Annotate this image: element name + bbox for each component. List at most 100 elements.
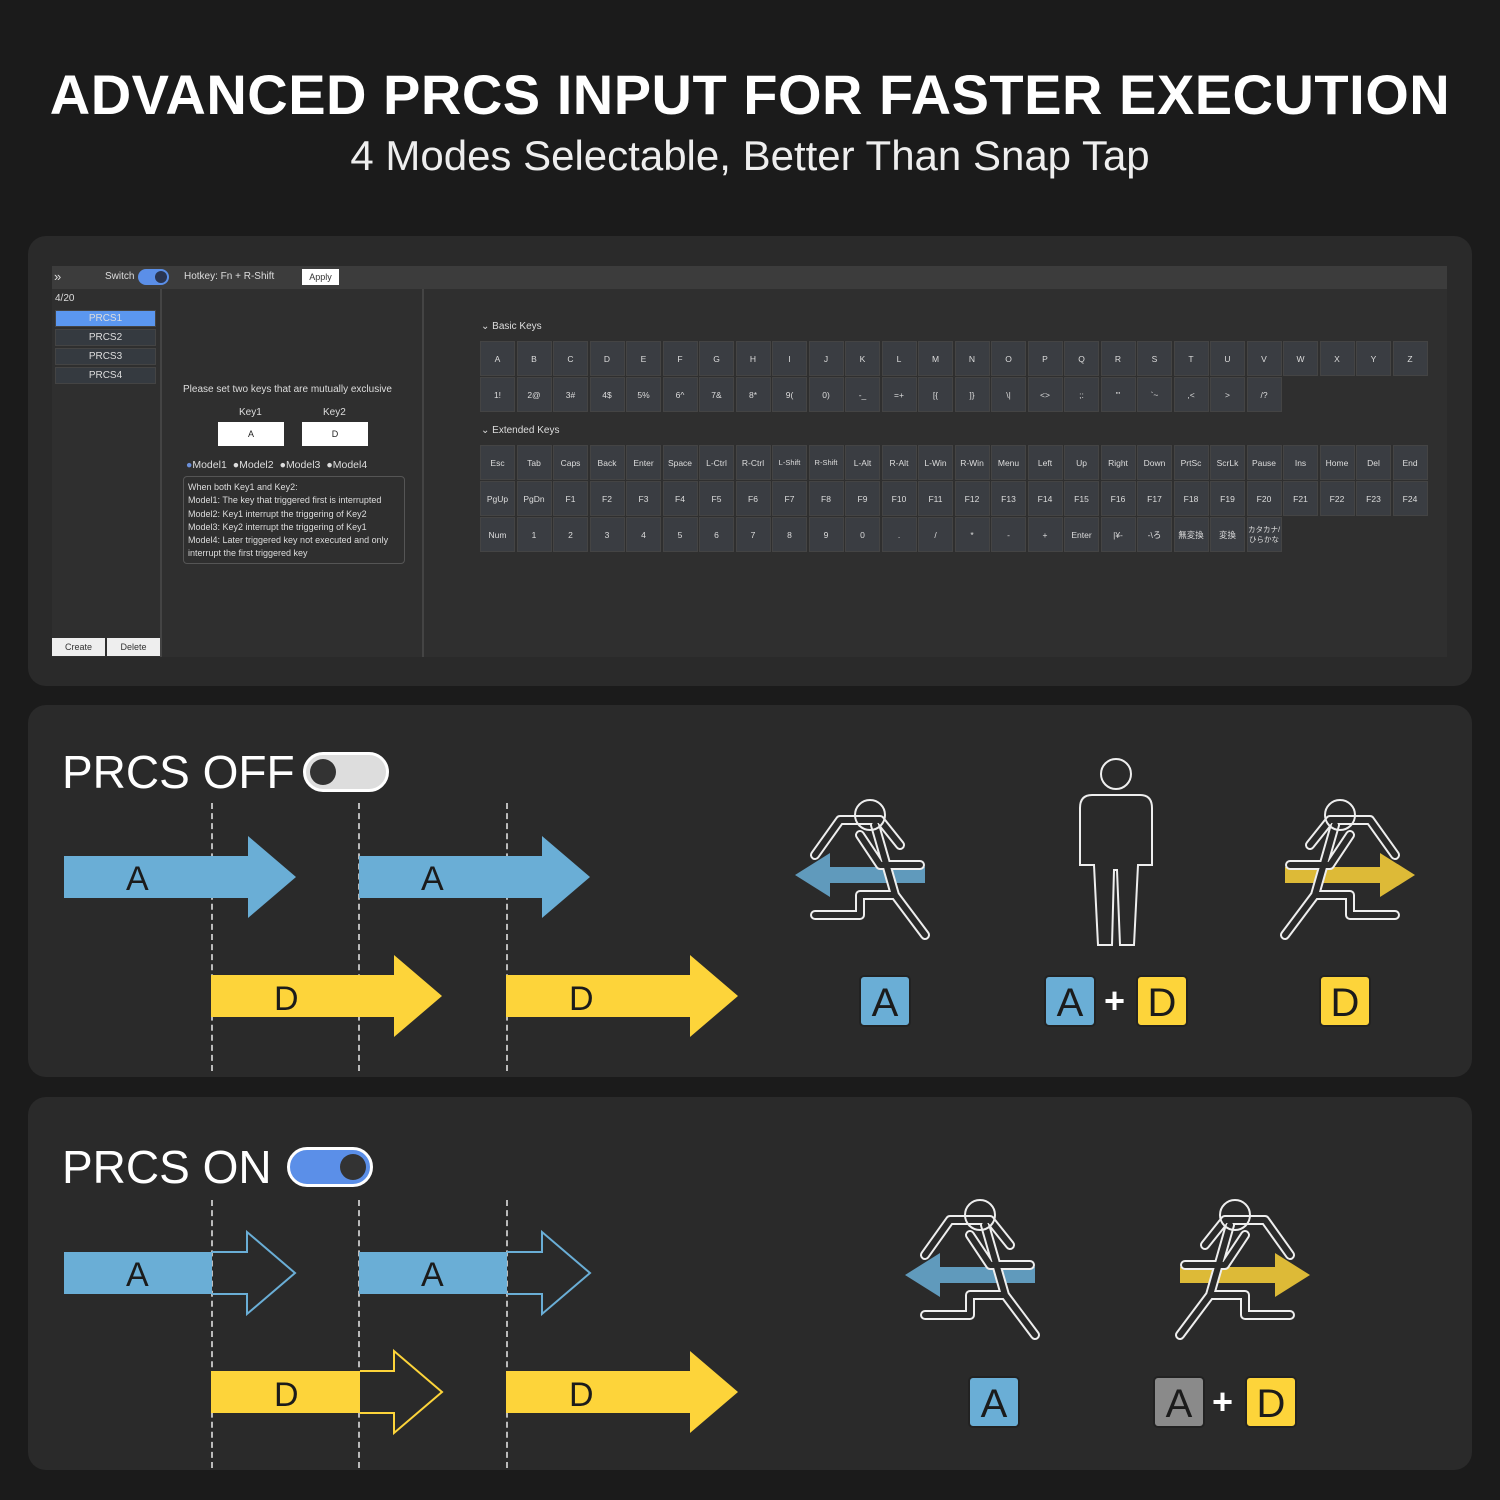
key-1[interactable]: 1 bbox=[516, 517, 552, 552]
key-4[interactable]: 4 bbox=[626, 517, 661, 552]
key-N[interactable]: N bbox=[954, 341, 990, 376]
key-Ins[interactable]: Ins bbox=[1283, 445, 1318, 480]
key-1![interactable]: 1! bbox=[480, 377, 515, 412]
key-F15[interactable]: F15 bbox=[1064, 481, 1099, 516]
key-M[interactable]: M bbox=[918, 341, 953, 376]
radio-model2[interactable]: ●Model2 bbox=[232, 459, 274, 471]
key-3[interactable]: 3 bbox=[589, 517, 625, 552]
key-H[interactable]: H bbox=[735, 341, 771, 376]
key-Tab[interactable]: Tab bbox=[516, 445, 552, 480]
key-F8[interactable]: F8 bbox=[808, 481, 844, 516]
key-F13[interactable]: F13 bbox=[991, 481, 1026, 516]
key-F14[interactable]: F14 bbox=[1027, 481, 1063, 516]
key-J[interactable]: J bbox=[808, 341, 844, 376]
key-変換[interactable]: 変換 bbox=[1210, 517, 1245, 552]
key-L-Win[interactable]: L-Win bbox=[918, 445, 953, 480]
key-F22[interactable]: F22 bbox=[1319, 481, 1355, 516]
key-無変換[interactable]: 無変換 bbox=[1173, 517, 1209, 552]
key-;:[interactable]: ;: bbox=[1064, 377, 1099, 412]
key-F23[interactable]: F23 bbox=[1356, 481, 1391, 516]
key-9[interactable]: 9 bbox=[808, 517, 844, 552]
key-Pause[interactable]: Pause bbox=[1246, 445, 1282, 480]
radio-model4[interactable]: ●Model4 bbox=[326, 459, 368, 471]
key-+[interactable]: + bbox=[1027, 517, 1063, 552]
basic-keys-header[interactable]: ⌄ Basic Keys bbox=[481, 321, 542, 332]
key-ScrLk[interactable]: ScrLk bbox=[1210, 445, 1245, 480]
key-6[interactable]: 6 bbox=[699, 517, 734, 552]
key-S[interactable]: S bbox=[1137, 341, 1172, 376]
key-F19[interactable]: F19 bbox=[1210, 481, 1245, 516]
key2-input[interactable]: D bbox=[302, 422, 368, 446]
key-Enter[interactable]: Enter bbox=[1064, 517, 1099, 552]
key-P[interactable]: P bbox=[1027, 341, 1063, 376]
key-F1[interactable]: F1 bbox=[553, 481, 588, 516]
key-R[interactable]: R bbox=[1100, 341, 1136, 376]
key-F[interactable]: F bbox=[662, 341, 698, 376]
key-Esc[interactable]: Esc bbox=[480, 445, 515, 480]
key-5%[interactable]: 5% bbox=[626, 377, 661, 412]
key-F18[interactable]: F18 bbox=[1173, 481, 1209, 516]
key-PgUp[interactable]: PgUp bbox=[480, 481, 515, 516]
key-]}[interactable]: ]} bbox=[954, 377, 990, 412]
key-F24[interactable]: F24 bbox=[1392, 481, 1428, 516]
key--\ろ[interactable]: -\ろ bbox=[1137, 517, 1172, 552]
key-F21[interactable]: F21 bbox=[1283, 481, 1318, 516]
key-I[interactable]: I bbox=[772, 341, 807, 376]
key-7[interactable]: 7 bbox=[735, 517, 771, 552]
double-chevron-right-icon[interactable]: » bbox=[54, 269, 62, 284]
key-"'[interactable]: "' bbox=[1100, 377, 1136, 412]
key--[interactable]: - bbox=[991, 517, 1026, 552]
key-Y[interactable]: Y bbox=[1356, 341, 1391, 376]
key-=+[interactable]: =+ bbox=[881, 377, 917, 412]
key-,<[interactable]: ,< bbox=[1173, 377, 1209, 412]
sidebar-item-prcs3[interactable]: PRCS3 bbox=[55, 348, 156, 365]
key->[interactable]: > bbox=[1210, 377, 1245, 412]
key-Down[interactable]: Down bbox=[1137, 445, 1172, 480]
key-F2[interactable]: F2 bbox=[589, 481, 625, 516]
key-|¥-[interactable]: |¥- bbox=[1100, 517, 1136, 552]
key-F4[interactable]: F4 bbox=[662, 481, 698, 516]
key-T[interactable]: T bbox=[1173, 341, 1209, 376]
key-E[interactable]: E bbox=[626, 341, 661, 376]
key-Caps[interactable]: Caps bbox=[553, 445, 588, 480]
key--_[interactable]: -_ bbox=[845, 377, 880, 412]
key-カタカナ/ひらかな[interactable]: カタカナ/ひらかな bbox=[1246, 517, 1282, 552]
prcs-off-toggle[interactable] bbox=[303, 752, 389, 792]
key-Q[interactable]: Q bbox=[1064, 341, 1099, 376]
key-F6[interactable]: F6 bbox=[735, 481, 771, 516]
radio-model3[interactable]: ●Model3 bbox=[279, 459, 321, 471]
key-3#[interactable]: 3# bbox=[553, 377, 588, 412]
key-0[interactable]: 0 bbox=[845, 517, 880, 552]
key-L-Alt[interactable]: L-Alt bbox=[845, 445, 880, 480]
key-L[interactable]: L bbox=[881, 341, 917, 376]
key-F3[interactable]: F3 bbox=[626, 481, 661, 516]
key-Del[interactable]: Del bbox=[1356, 445, 1391, 480]
key-0)[interactable]: 0) bbox=[808, 377, 844, 412]
key-L-Ctrl[interactable]: L-Ctrl bbox=[699, 445, 734, 480]
key-R-Win[interactable]: R-Win bbox=[954, 445, 990, 480]
key-Up[interactable]: Up bbox=[1064, 445, 1099, 480]
key-K[interactable]: K bbox=[845, 341, 880, 376]
key-5[interactable]: 5 bbox=[662, 517, 698, 552]
key-Z[interactable]: Z bbox=[1392, 341, 1428, 376]
key-F7[interactable]: F7 bbox=[772, 481, 807, 516]
key-F5[interactable]: F5 bbox=[699, 481, 734, 516]
key-/[interactable]: / bbox=[918, 517, 953, 552]
key-Enter[interactable]: Enter bbox=[626, 445, 661, 480]
apply-button[interactable]: Apply bbox=[302, 269, 339, 285]
sidebar-item-prcs2[interactable]: PRCS2 bbox=[55, 329, 156, 346]
key-R-Alt[interactable]: R-Alt bbox=[881, 445, 917, 480]
switch-toggle[interactable] bbox=[138, 269, 169, 285]
key-/?[interactable]: /? bbox=[1246, 377, 1282, 412]
key-Menu[interactable]: Menu bbox=[991, 445, 1026, 480]
key-End[interactable]: End bbox=[1392, 445, 1428, 480]
sidebar-item-prcs1[interactable]: PRCS1 bbox=[55, 310, 156, 327]
key-Num[interactable]: Num bbox=[480, 517, 515, 552]
key-PrtSc[interactable]: PrtSc bbox=[1173, 445, 1209, 480]
key-[{[interactable]: [{ bbox=[918, 377, 953, 412]
key-L-Shift[interactable]: L-Shift bbox=[772, 445, 807, 480]
key-A[interactable]: A bbox=[480, 341, 515, 376]
key-*[interactable]: * bbox=[954, 517, 990, 552]
key-Left[interactable]: Left bbox=[1027, 445, 1063, 480]
key-U[interactable]: U bbox=[1210, 341, 1245, 376]
